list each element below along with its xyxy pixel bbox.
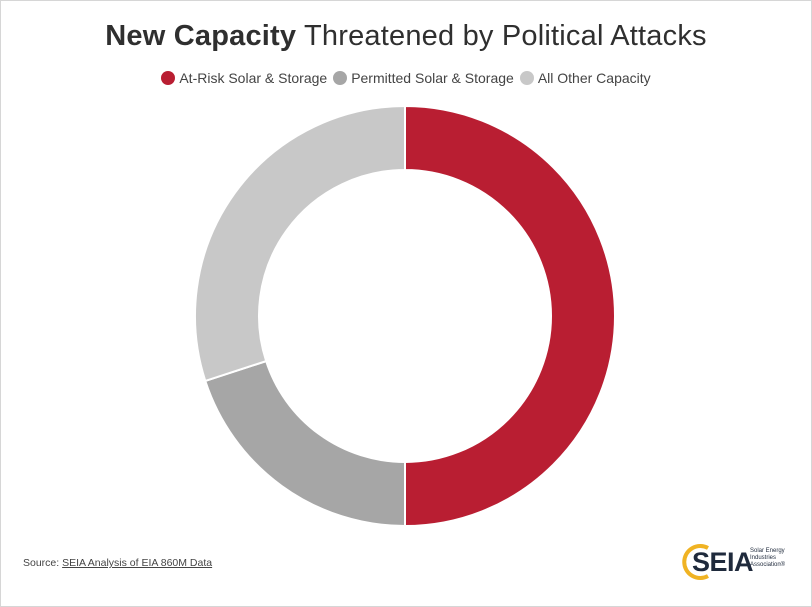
legend-label-permitted: Permitted Solar & Storage xyxy=(351,70,514,86)
logo-word: SEIA xyxy=(692,547,754,577)
legend-item-all-other[interactable]: All Other Capacity xyxy=(519,70,651,86)
chart-title: New Capacity Threatened by Political Att… xyxy=(0,20,812,53)
slice-permitted[interactable] xyxy=(204,360,406,527)
sun-arc-icon xyxy=(682,544,709,580)
chart-title-rest: Threatened by Political Attacks xyxy=(296,20,707,52)
source-link[interactable]: SEIA Analysis of EIA 860M Data xyxy=(62,557,213,569)
logo-tagline: Solar Energy Industries Association® xyxy=(750,548,786,568)
chart-legend: At-Risk Solar & Storage Permitted Solar … xyxy=(0,70,812,86)
legend-item-permitted[interactable]: Permitted Solar & Storage xyxy=(333,70,514,86)
legend-swatch-permitted xyxy=(333,71,348,85)
legend-label-all-other: All Other Capacity xyxy=(537,70,651,86)
source-note: Source: SEIA Analysis of EIA 860M Data xyxy=(23,557,212,569)
seia-logo: SEIA Solar Energy Industries Association… xyxy=(678,542,798,582)
source-prefix: Source: xyxy=(23,557,63,569)
legend-item-at-risk[interactable]: At-Risk Solar & Storage xyxy=(161,70,327,86)
legend-label-at-risk: At-Risk Solar & Storage xyxy=(179,70,328,86)
legend-swatch-all-other xyxy=(519,71,534,85)
legend-swatch-at-risk xyxy=(161,71,176,85)
slice-at-risk[interactable] xyxy=(404,105,616,527)
chart-title-bold: New Capacity xyxy=(105,20,297,52)
slice-all-other[interactable] xyxy=(194,105,406,382)
